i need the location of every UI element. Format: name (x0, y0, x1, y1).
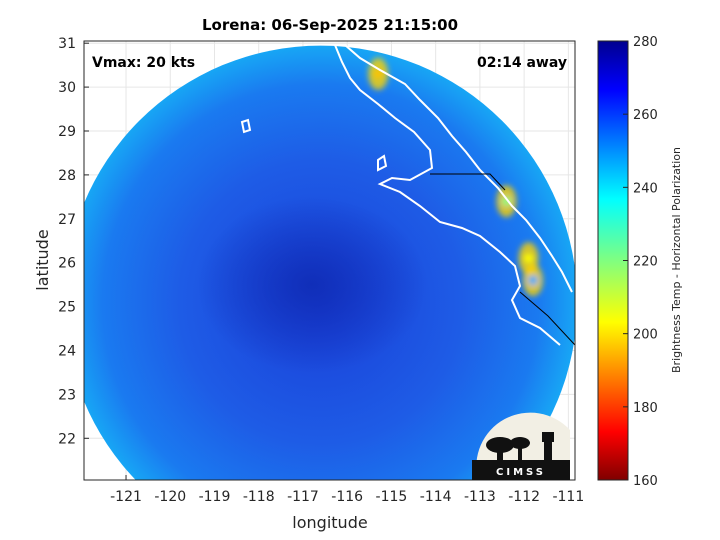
x-tick-label: -120 (154, 489, 186, 505)
x-tick-label: -112 (508, 489, 540, 505)
y-tick-label: 24 (58, 343, 76, 359)
y-tick-label: 30 (58, 80, 76, 96)
colorbar-tick-labels: 160 180 200 220 240 260 280 (623, 35, 658, 489)
x-axis-label: longitude (292, 513, 367, 532)
cold-core (196, 196, 427, 374)
y-axis-label: latitude (33, 229, 52, 290)
x-tick-labels: -121 -120 -119 -118 -117 -116 -115 -114 -113 -112… (110, 489, 584, 505)
us-mexico-border (430, 173, 575, 346)
y-tick-label: 23 (58, 387, 76, 403)
y-tick-label: 25 (58, 300, 76, 316)
vmax-annotation: Vmax: 20 kts (92, 55, 195, 71)
x-tick-label: -115 (376, 489, 408, 505)
cimss-logo: CIMSS (472, 412, 570, 480)
colorbar-label: Brightness Temp - Horizontal Polarizatio… (670, 147, 683, 373)
y-tick-label: 27 (58, 212, 76, 228)
colorbar-tick-label: 160 (633, 474, 658, 489)
y-tick-label: 28 (58, 168, 76, 184)
hotspot (524, 253, 534, 263)
axes-frame (83, 40, 576, 481)
coastline (334, 44, 561, 346)
y-tick-label: 29 (58, 124, 76, 140)
island-1 (240, 118, 252, 134)
colorbar-tick-label: 260 (633, 108, 658, 123)
x-tick-label: -119 (199, 489, 231, 505)
coastline-mainland (344, 44, 573, 293)
hotspot (373, 69, 383, 79)
time-offset-annotation: 02:14 away (477, 55, 567, 71)
x-tick-label: -121 (110, 489, 142, 505)
colorbar-tick-label: 220 (633, 255, 658, 270)
y-tick-label: 31 (58, 36, 76, 52)
colorbar-tick-label: 200 (633, 328, 658, 343)
y-tick-label: 26 (58, 256, 76, 272)
colorbar-tick-label: 180 (633, 401, 658, 416)
x-tick-label: -118 (243, 489, 275, 505)
x-tick-label: -113 (464, 489, 496, 505)
data-layer (84, 44, 575, 480)
island-2 (377, 154, 388, 172)
colorbar-tick-label: 280 (633, 35, 658, 50)
hotspot (501, 196, 511, 206)
x-tick-label: -111 (552, 489, 584, 505)
logo-text: CIMSS (496, 467, 546, 478)
chart-title: Lorena: 06-Sep-2025 21:15:00 (202, 16, 458, 34)
x-tick-label: -116 (331, 489, 363, 505)
y-tick-labels: 22 23 24 25 26 27 28 29 30 31 (58, 36, 76, 447)
x-tick-label: -117 (287, 489, 319, 505)
x-tick-label: -114 (420, 489, 452, 505)
y-tick-label: 22 (58, 431, 76, 447)
colorbar-tick-label: 240 (633, 181, 658, 196)
hotspot (528, 275, 538, 285)
